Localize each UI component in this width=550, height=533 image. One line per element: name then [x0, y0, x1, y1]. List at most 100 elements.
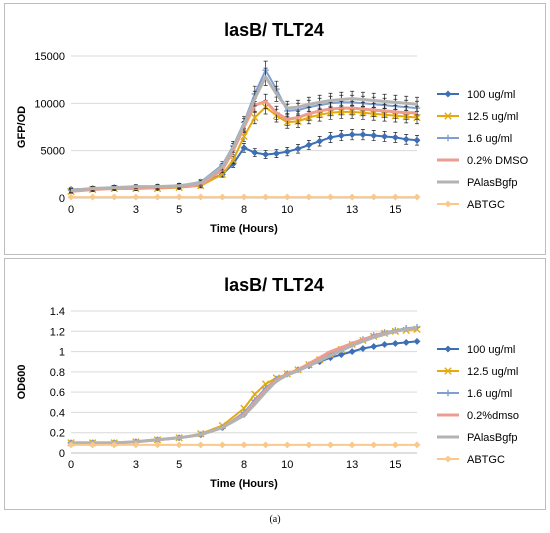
data-point — [153, 193, 162, 201]
data-point — [240, 193, 248, 201]
data-point — [240, 441, 248, 449]
data-point — [391, 339, 399, 348]
legend-item: 12.5 ug/ml — [437, 111, 518, 123]
data-point — [262, 150, 270, 159]
data-point — [110, 193, 118, 201]
data-point — [283, 193, 291, 201]
data-point — [218, 441, 226, 449]
legend-item: 100 ug/ml — [437, 89, 515, 101]
data-point — [132, 441, 140, 449]
series-line — [70, 75, 418, 192]
x-axis-title: Time (Hours) — [210, 223, 278, 235]
x-tick-label: 0 — [68, 459, 74, 471]
chart-panel-od600: lasB/ TLT24 0 0.2 0.4 0.6 0.8 1 1.2 1.4 0 3 5 8 10 13 1… — [4, 258, 546, 510]
data-point — [197, 441, 205, 449]
x-tick-label: 8 — [241, 204, 247, 216]
legend-item: 12.5 ug/ml — [437, 366, 518, 378]
data-point — [359, 131, 367, 139]
legend-label: 1.6 ug/ml — [467, 388, 512, 400]
data-point — [391, 133, 399, 141]
data-point — [391, 193, 399, 201]
legend-label: ABTGC — [467, 199, 505, 211]
y-tick-label: 0 — [59, 193, 65, 205]
legend-label: 1.6 ug/ml — [467, 133, 512, 145]
legend-item: PAlasBgfp — [437, 432, 518, 444]
chart-title: lasB/ TLT24 — [224, 275, 324, 295]
gfp-chart-svg: lasB/ TLT24 0 5000 10000 15000 0 3 5 8 10 13 15 Time… — [16, 20, 529, 235]
legend: 100 ug/ml 12.5 ug/ml 1.6 ug/ml 0.2%dmso PAla… — [437, 344, 519, 466]
y-axis-title: OD600 — [16, 365, 28, 400]
legend-marker — [444, 367, 452, 375]
legend-item: PAlasBgfp — [437, 177, 518, 189]
data-point — [132, 193, 140, 201]
data-point — [326, 133, 335, 141]
data-point — [348, 441, 356, 449]
data-point — [391, 441, 399, 449]
data-point — [251, 390, 259, 398]
y-tick-label: 10000 — [34, 98, 65, 110]
series-line — [71, 326, 418, 445]
x-tick-label: 10 — [281, 204, 293, 216]
x-tick-label: 13 — [346, 459, 358, 471]
legend-item: ABTGC — [437, 199, 505, 211]
data-point — [337, 351, 345, 359]
legend-marker — [444, 345, 452, 353]
data-point — [153, 441, 162, 449]
legend-item: 100 ug/ml — [437, 344, 515, 356]
figure-caption: (a) — [269, 514, 281, 525]
y-tick-label: 0 — [59, 448, 65, 460]
data-point — [67, 441, 75, 449]
chart-panel-gfp: lasB/ TLT24 0 5000 10000 15000 0 3 5 8 10 13 15 Time… — [4, 3, 546, 255]
y-axis-title: GFP/OD — [16, 106, 28, 148]
series-line — [71, 326, 418, 444]
data-point — [294, 145, 302, 153]
x-tick-label: 13 — [346, 204, 358, 216]
x-tick-label: 10 — [281, 459, 293, 471]
data-point — [67, 193, 75, 201]
data-point — [402, 338, 410, 346]
y-tick-label: 0.8 — [50, 367, 65, 379]
data-point — [370, 131, 378, 140]
legend-item: 1.6 ug/ml — [437, 133, 512, 145]
data-point — [337, 131, 345, 140]
gfp-series-5 — [69, 67, 419, 193]
data-point — [175, 193, 183, 201]
data-point — [262, 193, 270, 201]
od600-series-3 — [67, 324, 421, 447]
data-point — [251, 113, 259, 122]
data-point — [89, 441, 97, 449]
legend-label: 100 ug/ml — [467, 344, 515, 356]
data-point — [262, 441, 270, 449]
legend-marker — [444, 455, 452, 463]
legend-label: 0.2% DMSO — [467, 155, 529, 167]
data-point — [370, 342, 378, 351]
legend-item: 0.2% DMSO — [437, 155, 529, 167]
legend-label: ABTGC — [467, 454, 505, 466]
data-point — [272, 149, 280, 158]
legend-item: 1.6 ug/ml — [437, 388, 512, 400]
data-point — [359, 344, 367, 353]
y-tick-label: 1.4 — [50, 306, 65, 318]
od600-series-2 — [67, 325, 421, 447]
od600-series-6 — [67, 441, 421, 449]
legend-label: PAlasBgfp — [467, 432, 518, 444]
legend-label: 12.5 ug/ml — [467, 111, 518, 123]
y-tick-label: 0.4 — [50, 407, 65, 419]
series-line — [71, 326, 418, 445]
data-point — [110, 441, 118, 449]
legend-marker — [444, 389, 452, 397]
data-point — [305, 441, 313, 449]
y-tick-label: 1.2 — [50, 326, 65, 338]
chart-title: lasB/ TLT24 — [224, 20, 324, 40]
data-point — [305, 141, 313, 149]
data-point — [283, 148, 291, 156]
y-tick-label: 0.6 — [50, 387, 65, 399]
legend: 100 ug/ml 12.5 ug/ml 1.6 ug/ml 0.2% DMSO PAl… — [437, 89, 529, 211]
data-point — [381, 132, 389, 141]
data-point — [413, 136, 421, 144]
legend-marker — [444, 90, 452, 98]
legend-marker — [444, 112, 452, 120]
od600-chart-svg: lasB/ TLT24 0 0.2 0.4 0.6 0.8 1 1.2 1.4 0 3 5 8 10 13 1… — [16, 275, 519, 490]
x-axis-title: Time (Hours) — [210, 478, 278, 490]
data-point — [402, 135, 410, 143]
